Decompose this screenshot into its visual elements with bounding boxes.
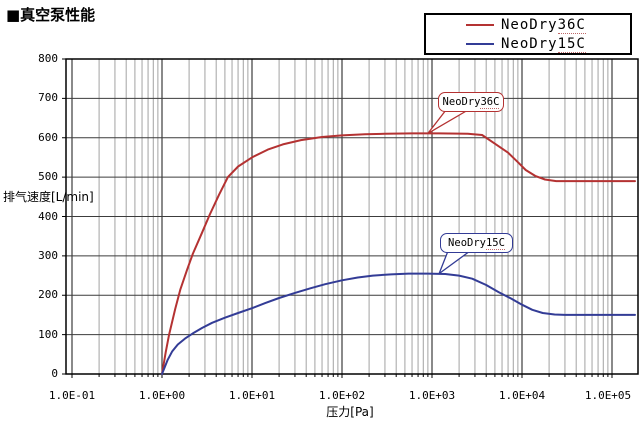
x-tick-label: 1.0E+01 bbox=[228, 389, 276, 402]
y-tick-label: 700 bbox=[38, 91, 58, 104]
callout-label: NeoDry36C bbox=[442, 96, 500, 109]
y-tick-label: 800 bbox=[38, 52, 58, 65]
legend-label: NeoDry36C bbox=[501, 16, 586, 34]
callout-neodry36c: NeoDry36C bbox=[438, 92, 504, 112]
y-tick-label: 500 bbox=[38, 170, 58, 183]
y-tick-label: 600 bbox=[38, 131, 58, 144]
x-axis-title: 压力[Pa] bbox=[326, 405, 374, 419]
callout-neodry15c: NeoDry15C bbox=[440, 233, 513, 253]
callout-label: NeoDry15C bbox=[448, 237, 505, 250]
y-tick-label: 300 bbox=[38, 249, 58, 262]
page-title: ■真空泵性能 bbox=[6, 6, 96, 24]
x-tick-label: 1.0E+00 bbox=[138, 389, 186, 402]
legend-label: NeoDry15C bbox=[501, 35, 586, 53]
x-tick-label: 1.0E+02 bbox=[318, 389, 366, 402]
x-tick-label: 1.0E+03 bbox=[408, 389, 456, 402]
legend-line-sample-blue bbox=[466, 42, 494, 45]
y-axis-title: 排气速度[L/min] bbox=[3, 190, 94, 204]
y-tick-label: 200 bbox=[38, 288, 58, 301]
x-tick-label: 1.0E-01 bbox=[48, 389, 96, 402]
legend: NeoDry36C NeoDry15C bbox=[424, 13, 632, 55]
legend-item-neodry15c: NeoDry15C bbox=[466, 34, 630, 53]
x-tick-label: 1.0E+04 bbox=[498, 389, 546, 402]
legend-item-neodry36c: NeoDry36C bbox=[466, 15, 630, 34]
y-tick-label: 400 bbox=[38, 210, 58, 223]
y-tick-label: 100 bbox=[38, 328, 58, 341]
y-tick-label: 0 bbox=[51, 367, 58, 380]
x-tick-label: 1.0E+05 bbox=[584, 389, 632, 402]
legend-line-sample-red bbox=[466, 23, 494, 26]
